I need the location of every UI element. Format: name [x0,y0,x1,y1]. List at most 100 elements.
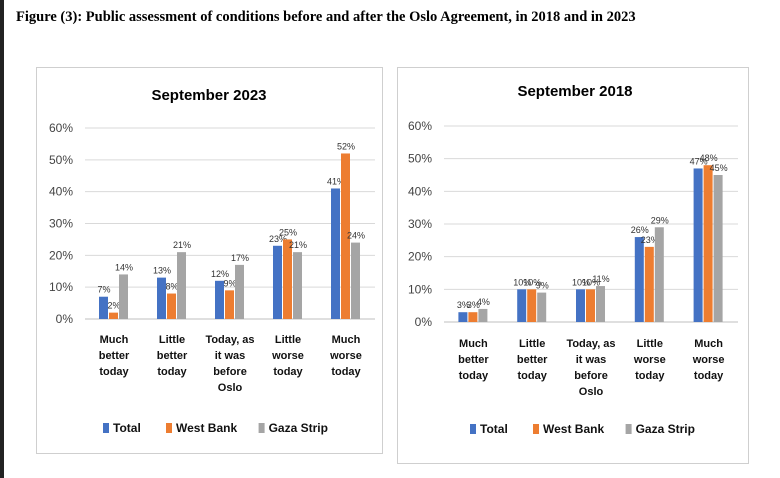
data-label: 23% [641,235,659,245]
data-label: 29% [651,215,669,225]
legend-label: West Bank [176,421,237,435]
category-label: better [157,350,188,362]
category-label: worse [329,350,362,362]
category-label: today [273,366,303,378]
data-label: 14% [115,262,133,272]
bar-total [215,280,224,319]
category-label: worse [271,350,304,362]
bar-total [576,289,585,322]
bar-gaza-strip [654,227,664,322]
y-tick-label: 40% [49,185,73,199]
legend-swatch [625,424,632,434]
data-label: 25% [279,227,297,237]
legend-swatch [470,424,476,434]
category-label: Today, as [566,338,615,350]
bar-west-bank [703,165,713,322]
legend-label: Total [480,422,508,436]
bar-west-bank [644,246,654,322]
legend-label: Total [113,421,141,435]
bar-total [693,168,703,322]
bar-west-bank [527,289,537,322]
bar-west-bank [341,153,350,319]
bar-west-bank [468,312,478,322]
data-label: 17% [231,253,249,263]
category-label: it was [576,354,607,366]
category-label: better [517,354,548,366]
data-label: 11% [592,274,609,284]
y-tick-label: 0% [415,315,433,329]
y-tick-label: 0% [56,312,74,326]
bar-total [157,277,166,319]
chart-panel-2018: September 2018 0% 10% 20% 30% 40% 50% 60% 3% 3% 4%… [397,67,749,464]
chart-panel-2023: September 2023 0% 10% 20% 30% 40% 50% 60% 7% 2% 14… [36,67,383,454]
category-label: Oslo [218,382,243,394]
data-label: 7% [97,285,110,295]
category-label: today [635,370,665,382]
category-label: Much [459,338,488,350]
data-label: 26% [631,225,649,235]
data-label: 8% [165,282,178,292]
data-label: 2% [107,301,120,311]
category-label: worse [633,354,666,366]
legend-swatch [103,423,109,433]
bar-gaza-strip [293,252,302,319]
data-label: 24% [347,231,365,241]
data-label: 48% [700,153,718,163]
data-label: 45% [710,163,728,173]
data-label: 47% [690,156,708,166]
chart-2023-svg: September 2023 0% 10% 20% 30% 40% 50% 60% 7% 2% 14… [49,87,375,435]
legend-swatch [166,423,172,433]
y-tick-label: 10% [49,280,73,294]
category-label: Today, as [205,334,254,346]
bar-west-bank [109,312,118,319]
data-label: 21% [289,240,307,250]
category-label: it was [215,350,246,362]
category-label: Little [637,338,663,350]
bar-total [331,188,340,319]
category-label: better [99,350,130,362]
data-label: 3% [467,300,480,310]
y-tick-label: 50% [49,153,73,167]
y-tick-label: 20% [49,248,73,262]
legend-swatch [258,423,265,433]
category-label: Much [332,334,361,346]
y-tick-label: 50% [408,152,432,166]
category-label: Little [519,338,545,350]
category-label: Little [275,334,301,346]
category-label: before [213,366,247,378]
bar-gaza-strip [596,286,605,322]
data-label: 9% [536,281,549,291]
y-tick-label: 60% [408,119,432,133]
bar-total [99,296,108,319]
chart-title: September 2018 [517,83,632,100]
chart-title: September 2023 [151,87,266,104]
data-label: 52% [337,141,355,151]
data-label: 21% [173,240,191,250]
bar-west-bank [167,293,176,319]
category-label: Much [694,338,723,350]
bar-total [517,289,527,322]
figure-title: Figure (3): Public assessment of conditi… [16,9,636,25]
data-label: 13% [153,266,171,276]
category-label: today [157,366,187,378]
bar-gaza-strip [119,274,128,319]
data-label: 10% [582,277,600,287]
chart-2018-svg: September 20180%10%20%30%40%50%60%3%3%4%… [408,83,738,436]
data-label: 10% [572,277,590,287]
bar-total [458,312,468,322]
legend-label: West Bank [543,422,604,436]
legend-swatch [533,424,539,434]
data-label: 10% [513,277,531,287]
bar-gaza-strip [537,292,547,322]
category-label: better [458,354,489,366]
data-label: 12% [211,269,229,279]
bar-gaza-strip [351,242,360,319]
category-label: today [518,370,548,382]
bar-gaza-strip [713,175,723,322]
bar-gaza-strip [478,308,488,322]
y-tick-label: 40% [408,184,432,198]
y-tick-label: 60% [49,121,73,135]
category-label: before [574,370,608,382]
bar-west-bank [586,289,595,322]
y-tick-label: 10% [408,282,432,296]
